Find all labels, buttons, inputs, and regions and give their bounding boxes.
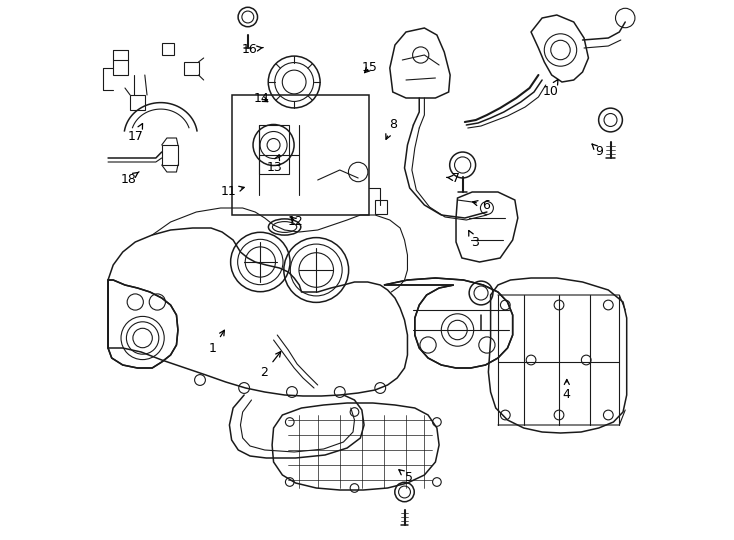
Text: 6: 6	[473, 199, 490, 212]
Text: 10: 10	[542, 79, 559, 98]
Text: 7: 7	[446, 172, 460, 185]
Text: 12: 12	[288, 215, 304, 228]
Text: 1: 1	[209, 330, 225, 355]
Text: 4: 4	[563, 380, 571, 401]
Text: 15: 15	[362, 61, 377, 74]
Text: 18: 18	[120, 172, 139, 186]
Bar	[232, 95, 369, 215]
Text: 8: 8	[386, 118, 397, 139]
Text: 14: 14	[254, 92, 269, 105]
Text: 5: 5	[399, 470, 413, 484]
Text: 2: 2	[261, 352, 280, 379]
Polygon shape	[384, 278, 512, 368]
Text: 16: 16	[242, 43, 264, 56]
Text: 13: 13	[266, 155, 282, 174]
Polygon shape	[108, 280, 178, 368]
Bar	[375, 200, 387, 213]
Text: 3: 3	[469, 231, 479, 249]
Bar	[259, 125, 288, 173]
Text: 9: 9	[592, 144, 603, 158]
Text: 11: 11	[220, 185, 244, 198]
Text: 17: 17	[128, 124, 144, 143]
